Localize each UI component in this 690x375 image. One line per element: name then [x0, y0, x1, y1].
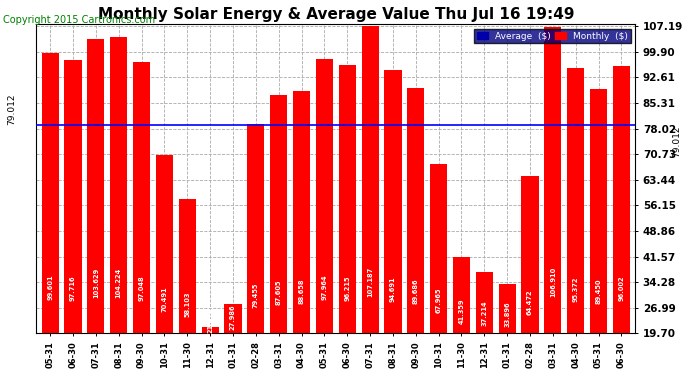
- Bar: [64, 60, 81, 333]
- Bar: [270, 95, 287, 333]
- Bar: [247, 124, 264, 333]
- Bar: [41, 53, 59, 333]
- Text: 21.414: 21.414: [207, 307, 213, 333]
- Text: 67.965: 67.965: [435, 288, 442, 313]
- Text: Copyright 2015 Cartronics.com: Copyright 2015 Cartronics.com: [3, 15, 155, 25]
- Bar: [499, 284, 515, 333]
- Text: 27.986: 27.986: [230, 304, 236, 330]
- Text: 96.002: 96.002: [618, 276, 624, 301]
- Text: 97.716: 97.716: [70, 275, 76, 300]
- Bar: [156, 155, 173, 333]
- Bar: [201, 327, 219, 333]
- Text: 70.491: 70.491: [161, 286, 168, 312]
- Text: 103.629: 103.629: [93, 268, 99, 298]
- Text: 79.012: 79.012: [7, 94, 16, 125]
- Bar: [544, 27, 562, 333]
- Text: 107.187: 107.187: [367, 266, 373, 297]
- Text: 104.224: 104.224: [116, 267, 121, 298]
- Text: 96.215: 96.215: [344, 276, 351, 301]
- Bar: [384, 70, 402, 333]
- Bar: [567, 68, 584, 333]
- Bar: [476, 272, 493, 333]
- Text: 41.359: 41.359: [458, 299, 464, 324]
- Legend: Average  ($), Monthly  ($): Average ($), Monthly ($): [474, 29, 631, 44]
- Text: 97.964: 97.964: [322, 275, 327, 300]
- Text: 89.450: 89.450: [595, 279, 602, 304]
- Bar: [133, 62, 150, 333]
- Text: 33.896: 33.896: [504, 302, 510, 327]
- Bar: [590, 88, 607, 333]
- Bar: [224, 304, 241, 333]
- Bar: [110, 37, 127, 333]
- Text: 89.686: 89.686: [413, 278, 419, 304]
- Text: 88.658: 88.658: [299, 279, 304, 304]
- Bar: [88, 39, 104, 333]
- Bar: [430, 164, 447, 333]
- Text: 64.472: 64.472: [527, 289, 533, 315]
- Text: 94.691: 94.691: [390, 276, 396, 302]
- Text: 58.103: 58.103: [184, 292, 190, 317]
- Bar: [293, 92, 310, 333]
- Text: 79.012: 79.012: [672, 125, 681, 157]
- Bar: [613, 66, 630, 333]
- Text: 99.601: 99.601: [47, 274, 53, 300]
- Bar: [407, 88, 424, 333]
- Text: 106.910: 106.910: [550, 266, 556, 297]
- Bar: [339, 65, 356, 333]
- Text: 95.372: 95.372: [573, 276, 579, 302]
- Text: 37.214: 37.214: [482, 300, 487, 326]
- Title: Monthly Solar Energy & Average Value Thu Jul 16 19:49: Monthly Solar Energy & Average Value Thu…: [97, 7, 574, 22]
- Bar: [362, 26, 379, 333]
- Text: 87.605: 87.605: [276, 279, 282, 305]
- Bar: [453, 257, 470, 333]
- Bar: [179, 199, 196, 333]
- Text: 79.455: 79.455: [253, 283, 259, 308]
- Bar: [316, 58, 333, 333]
- Text: 97.048: 97.048: [139, 275, 145, 301]
- Bar: [522, 176, 539, 333]
